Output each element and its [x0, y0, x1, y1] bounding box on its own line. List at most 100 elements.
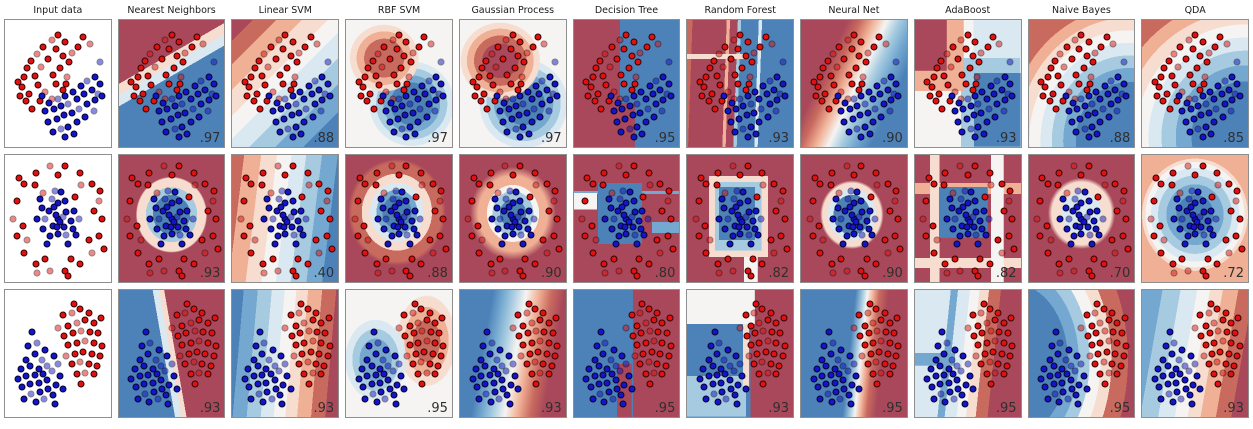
red-data-point [528, 339, 536, 347]
blue-data-point [739, 102, 747, 110]
blue-data-point [174, 111, 182, 119]
red-data-point [478, 64, 486, 72]
blue-data-point [946, 388, 954, 396]
red-data-point [295, 360, 303, 368]
blue-data-point [500, 207, 508, 215]
blue-data-point [724, 346, 732, 354]
red-data-point [642, 339, 650, 347]
blue-data-point [1183, 207, 1191, 215]
blue-data-point [593, 342, 601, 350]
red-data-point [745, 352, 753, 360]
blue-data-point [247, 395, 255, 403]
red-data-point [881, 360, 889, 368]
blue-data-point [884, 86, 892, 94]
blue-data-point [487, 398, 495, 406]
blue-data-point [930, 395, 938, 403]
red-data-point [991, 337, 999, 345]
blue-data-point [1093, 207, 1101, 215]
red-data-point [702, 73, 710, 81]
red-data-point [305, 380, 313, 388]
red-data-point [79, 33, 87, 40]
red-data-point [388, 267, 396, 275]
red-data-point [724, 255, 732, 263]
red-data-point [46, 267, 54, 275]
red-data-point [695, 197, 703, 205]
blue-data-point [707, 342, 715, 350]
red-data-point [351, 215, 359, 222]
red-data-point [146, 269, 154, 277]
blue-data-point [318, 96, 326, 104]
blue-data-point [605, 388, 613, 396]
blue-data-point [610, 346, 618, 354]
blue-data-point [155, 107, 163, 115]
blue-data-point [289, 133, 297, 141]
blue-data-point [175, 197, 183, 205]
blue-data-point [832, 388, 840, 396]
blue-data-point [633, 240, 641, 248]
red-data-point [977, 360, 985, 368]
red-data-point [622, 31, 630, 39]
blue-data-point [490, 379, 498, 387]
red-data-point [645, 169, 653, 177]
blue-data-point [728, 207, 736, 215]
blue-data-point [732, 203, 740, 211]
blue-data-point [376, 365, 384, 373]
red-data-point [962, 45, 970, 53]
blue-data-point [551, 58, 559, 66]
red-data-point [160, 162, 168, 170]
blue-data-point [734, 211, 742, 219]
red-data-point [361, 249, 369, 257]
red-data-point [1150, 232, 1158, 240]
red-data-point [653, 360, 661, 368]
red-data-point [54, 171, 62, 179]
red-data-point [1178, 255, 1186, 263]
red-data-point [204, 207, 212, 215]
blue-data-point [635, 217, 643, 225]
red-data-point [1006, 352, 1014, 360]
blue-data-point [621, 223, 629, 231]
red-data-point [1225, 249, 1233, 257]
blue-data-point [1181, 362, 1189, 370]
red-data-point [389, 36, 397, 44]
blue-data-point [940, 350, 948, 357]
blue-data-point [1182, 385, 1190, 393]
red-data-point [716, 81, 724, 89]
red-data-point [872, 358, 880, 366]
blue-data-point [597, 328, 605, 336]
red-data-point [713, 72, 721, 80]
red-data-point [486, 72, 493, 80]
blue-data-point [735, 115, 743, 123]
red-data-point [1207, 300, 1215, 308]
red-data-point [951, 255, 959, 263]
blue-data-point [1071, 367, 1079, 375]
red-data-point [88, 180, 96, 188]
red-data-point [289, 162, 297, 170]
blue-data-point [1189, 211, 1197, 219]
red-data-point [629, 332, 637, 340]
red-data-point [608, 189, 616, 197]
blue-data-point [1207, 207, 1215, 215]
blue-data-point [1212, 105, 1220, 113]
blue-data-point [482, 390, 490, 398]
red-data-point [779, 187, 786, 195]
red-data-point [750, 49, 758, 57]
blue-data-point [277, 105, 285, 113]
blue-data-point [54, 230, 62, 238]
blue-data-point [496, 215, 504, 222]
blue-data-point [283, 372, 291, 380]
subplot-circles-neural-net: .90 [800, 154, 908, 283]
blue-data-point [1105, 113, 1113, 121]
blue-data-point [963, 115, 971, 123]
red-data-point [615, 162, 623, 170]
red-data-point [587, 83, 595, 91]
blue-data-point [70, 130, 78, 138]
red-data-point [591, 97, 599, 105]
blue-data-point [626, 102, 634, 110]
red-data-point [259, 169, 267, 177]
red-data-point [418, 181, 426, 189]
blue-data-point [610, 107, 618, 115]
blue-data-point [963, 223, 971, 231]
blue-data-point [1054, 371, 1062, 379]
red-data-point [850, 31, 858, 39]
red-data-point [141, 57, 149, 65]
